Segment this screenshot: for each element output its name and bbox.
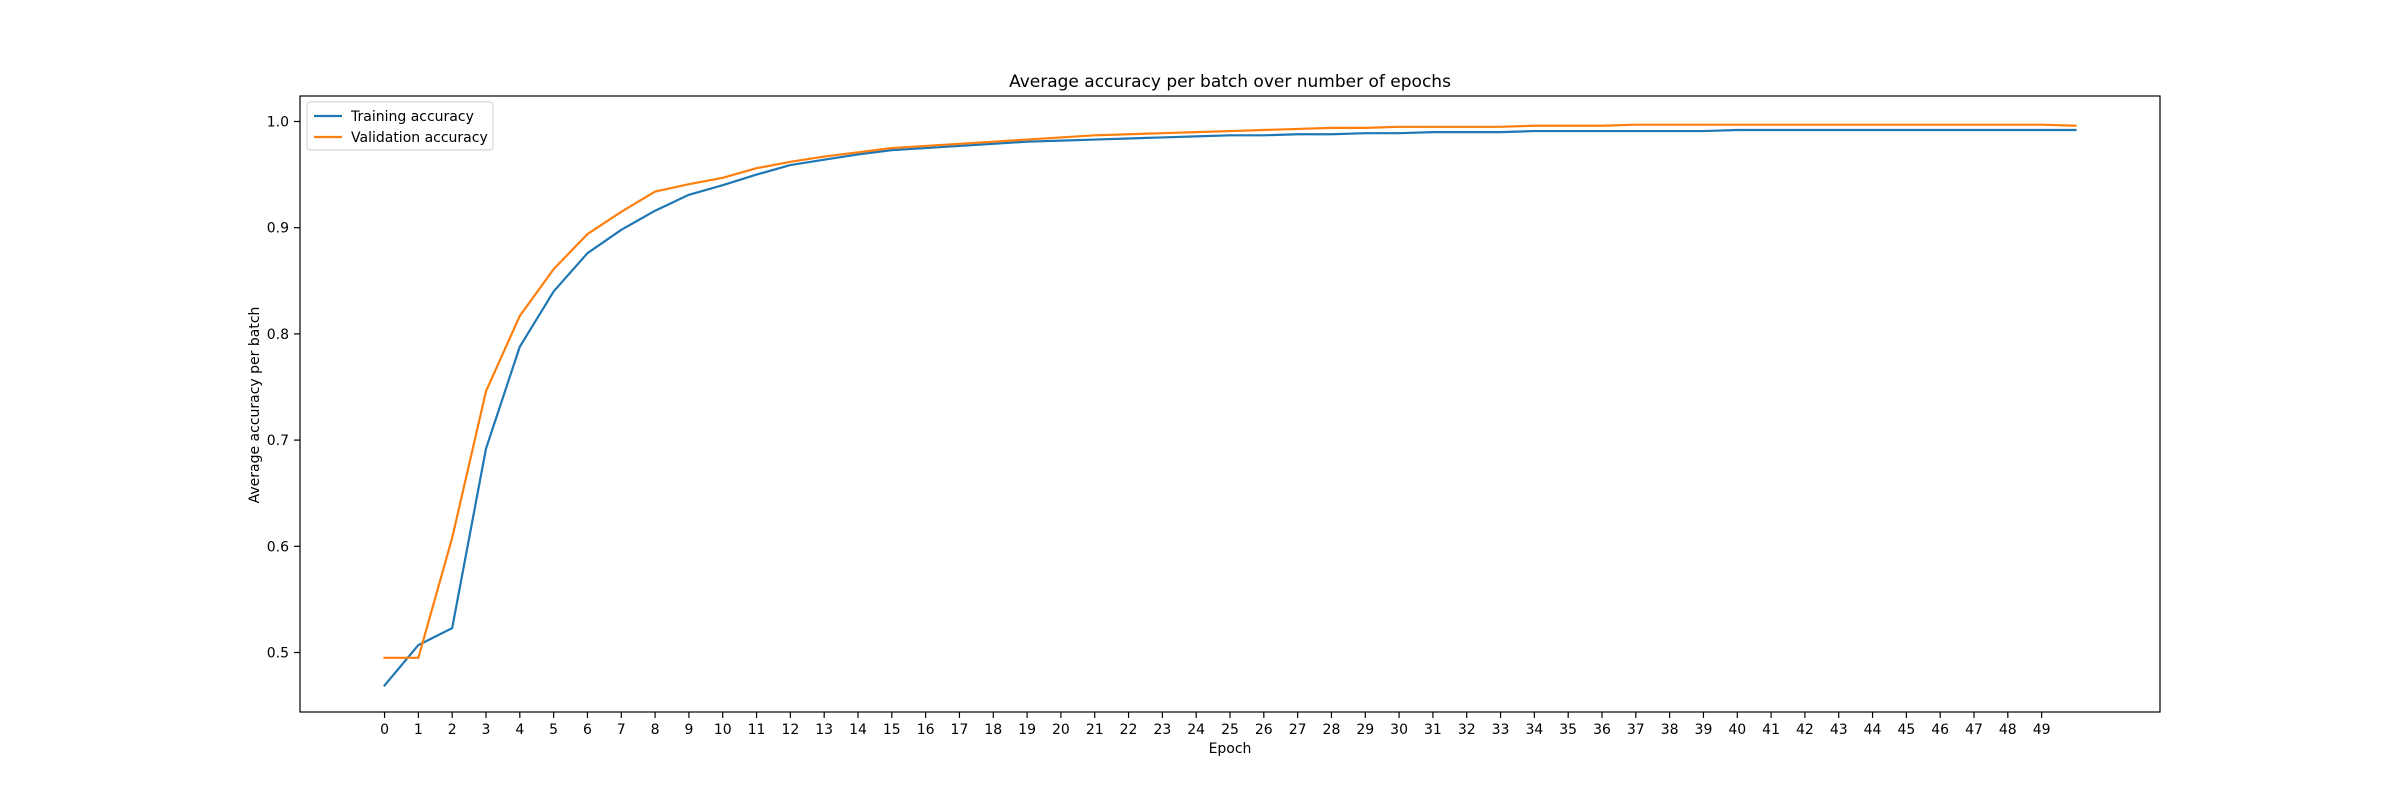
x-tick-label: 42: [1796, 722, 1814, 738]
x-tick-label: 37: [1627, 722, 1645, 738]
x-tick-label: 27: [1289, 722, 1307, 738]
x-tick-label: 13: [815, 722, 833, 738]
legend-box: [306, 101, 494, 151]
x-tick-label: 7: [617, 722, 626, 738]
x-tick-label: 46: [1931, 722, 1949, 738]
x-tick-label: 9: [684, 722, 693, 738]
x-tick-label: 11: [748, 722, 766, 738]
x-tick-label: 28: [1323, 722, 1341, 738]
y-axis-label: Average accuracy per batch: [247, 307, 263, 504]
y-tick-label: 0.6: [267, 539, 289, 555]
x-tick-label: 38: [1661, 722, 1679, 738]
series-line-validation-accuracy: [383, 123, 2077, 659]
x-tick-label: 41: [1762, 722, 1780, 738]
x-tick-label: 49: [2033, 722, 2051, 738]
x-tick-label: 21: [1086, 722, 1104, 738]
x-tick-label: 44: [1864, 722, 1882, 738]
x-tick-label: 19: [1018, 722, 1036, 738]
x-axis-label: Epoch: [1209, 741, 1252, 757]
y-tick-label: 0.7: [267, 433, 289, 449]
legend: Training accuracy Validation accuracy: [306, 101, 494, 151]
x-tick-label: 32: [1458, 722, 1476, 738]
x-tick-label: 4: [515, 722, 524, 738]
legend-label-training-accuracy: Training accuracy: [350, 109, 474, 125]
y-tick-label: 1.0: [267, 114, 289, 130]
x-tick-label: 24: [1187, 722, 1205, 738]
x-tick-label: 12: [781, 722, 799, 738]
x-tick-label: 22: [1120, 722, 1138, 738]
x-tick-label: 35: [1559, 722, 1577, 738]
x-tick-label: 17: [951, 722, 969, 738]
x-tick-label: 43: [1830, 722, 1848, 738]
y-tick-label: 0.9: [267, 221, 289, 237]
x-tick-label: 40: [1728, 722, 1746, 738]
x-tick-label: 5: [549, 722, 558, 738]
x-tick-label: 2: [448, 722, 457, 738]
legend-label-validation-accuracy: Validation accuracy: [351, 130, 488, 146]
x-tick-label: 45: [1897, 722, 1915, 738]
chart-title: Average accuracy per batch over number o…: [1009, 72, 1451, 92]
x-tick-label: 36: [1593, 722, 1611, 738]
x-tick-label: 1: [414, 722, 423, 738]
x-tick-label: 16: [917, 722, 935, 738]
y-tick-label: 0.8: [267, 327, 289, 343]
y-tick-label: 0.5: [267, 646, 289, 662]
x-tick-label: 47: [1965, 722, 1983, 738]
x-tick-label: 34: [1525, 722, 1543, 738]
plot-area: 0 1 2 3 4 5 6 7 8 9 10 11 12 13 14 15 16 17 18 19 20 21 22 23 24…: [267, 95, 2161, 738]
x-tick-label: 14: [849, 722, 867, 738]
x-tick-label: 26: [1255, 722, 1273, 738]
x-tick-label: 3: [482, 722, 491, 738]
x-tick-label: 15: [883, 722, 901, 738]
x-tick-label: 23: [1153, 722, 1171, 738]
x-tick-label: 33: [1492, 722, 1510, 738]
x-tick-label: 31: [1424, 722, 1442, 738]
x-tick-label: 10: [714, 722, 732, 738]
x-tick-label: 6: [583, 722, 592, 738]
x-tick-label: 20: [1052, 722, 1070, 738]
x-tick-label: 25: [1221, 722, 1239, 738]
x-tick-label: 8: [651, 722, 660, 738]
x-tick-label: 39: [1695, 722, 1713, 738]
x-tick-label: 30: [1390, 722, 1408, 738]
x-tick-label: 29: [1356, 722, 1374, 738]
x-tick-label: 48: [1999, 722, 2017, 738]
series-line-training-accuracy: [383, 128, 2077, 687]
x-tick-label: 0: [380, 722, 389, 738]
x-tick-label: 18: [984, 722, 1002, 738]
